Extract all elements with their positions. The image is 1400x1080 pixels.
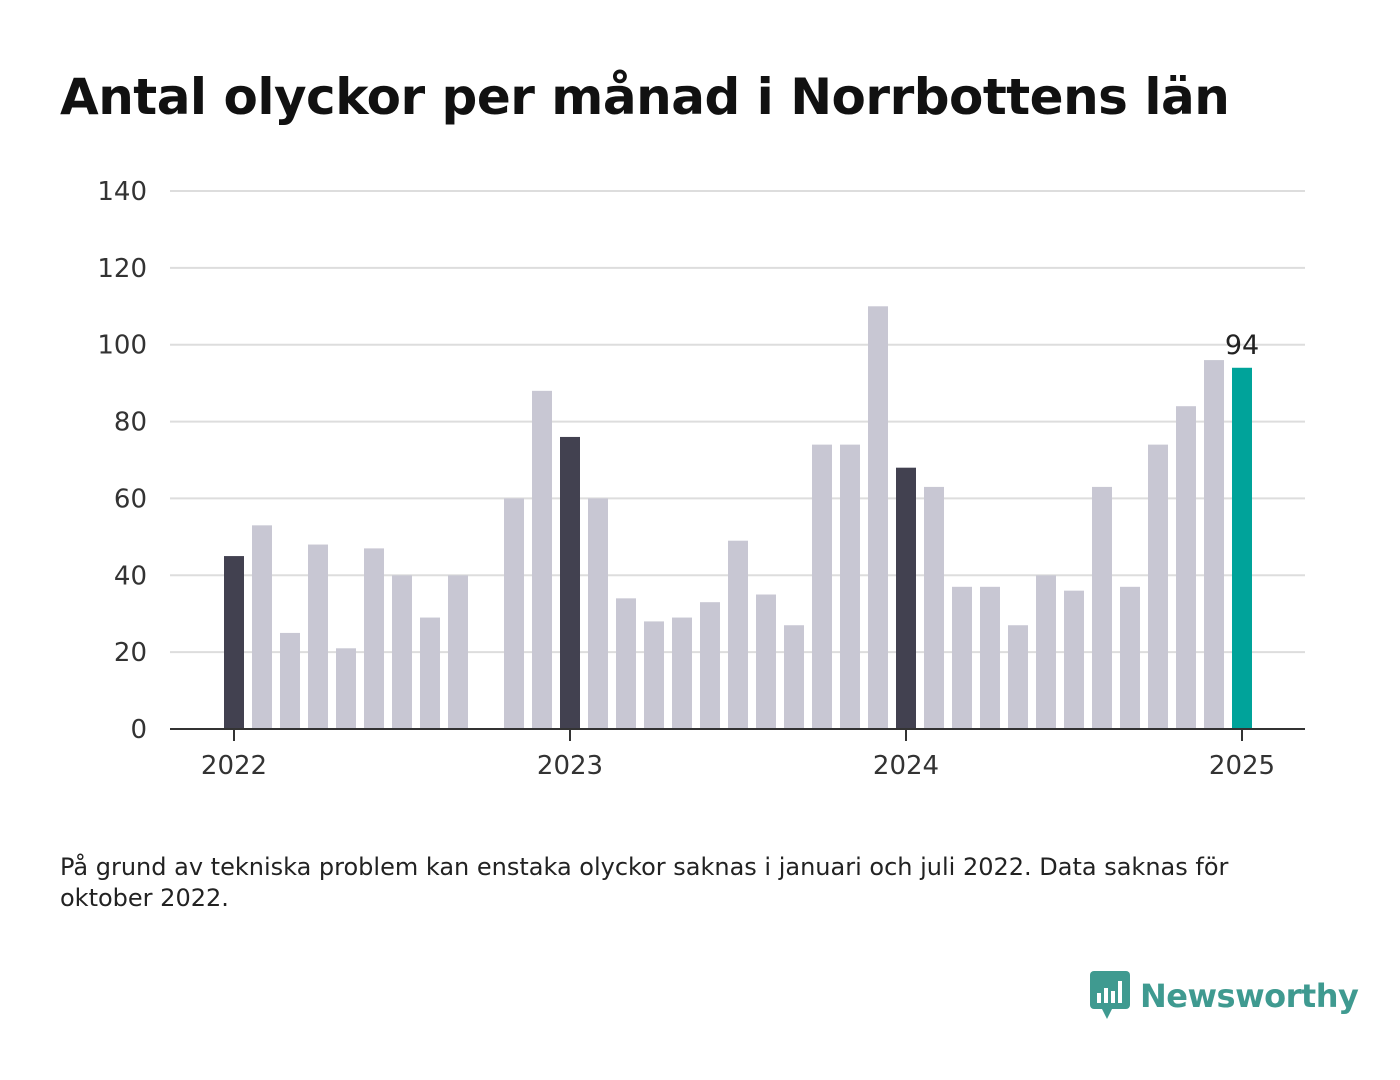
bar-2023-08 [756,594,776,729]
bar-2023-02 [588,498,608,729]
bar-2025-01 [1232,367,1252,729]
bar-2024-12 [1204,360,1224,729]
x-axis: 2022 2023 2024 2025 [170,728,1305,781]
bar-2024-06 [1036,575,1056,729]
bar-2022-12 [532,390,552,729]
bar-2024-10 [1148,444,1168,729]
bar-2022-03 [280,632,300,729]
bar-2022-08 [420,617,440,729]
bar-2024-02 [924,486,944,729]
bar-2022-04 [308,544,328,729]
bars [224,306,1252,729]
bar-2022-05 [336,648,356,729]
bar-2022-11 [504,498,524,729]
brand-logo: Newsworthy [1090,970,1359,1022]
bar-2024-11 [1176,406,1196,729]
x-tick-label: 2024 [873,751,939,781]
bar-2024-03 [952,586,972,729]
bar-2023-11 [840,444,860,729]
bar-2022-07 [392,575,412,729]
footnote: På grund av tekniska problem kan enstaka… [60,853,1229,912]
labels: 94 [1225,330,1259,361]
y-tick-label: 120 [97,254,147,284]
y-tick-label: 140 [97,177,147,207]
bar-2022-01 [224,556,244,729]
highlight-value-label: 94 [1225,330,1259,361]
y-tick-label: 40 [114,561,147,591]
bar-2024-08 [1092,486,1112,729]
bar-2023-09 [784,625,804,729]
bar-2024-04 [980,586,1000,729]
bar-chart: 0 20 40 60 80 100 120 140 2022 2023 2024 2025 94 [97,177,1305,781]
bar-2023-05 [672,617,692,729]
bar-2023-01 [560,436,580,729]
bar-2023-03 [616,598,636,729]
bar-2023-10 [812,444,832,729]
bar-2024-01 [896,467,916,729]
bar-2024-09 [1120,586,1140,729]
x-tick-label: 2023 [537,751,603,781]
bar-2022-02 [252,525,272,729]
x-tick-label: 2025 [1209,751,1275,781]
y-tick-label: 80 [114,408,147,438]
bar-2022-09 [448,575,468,729]
brand-name: Newsworthy [1140,977,1359,1015]
x-tick-label: 2022 [201,751,267,781]
y-tick-label: 100 [97,331,147,361]
chart-title: Antal olyckor per månad i Norrbottens lä… [60,68,1230,126]
bar-2024-05 [1008,625,1028,729]
bar-2022-06 [364,548,384,729]
bar-2023-07 [728,540,748,729]
y-tick-label: 60 [114,484,147,514]
bar-2023-12 [868,306,888,729]
y-tick-label: 0 [130,715,147,745]
bar-2024-07 [1064,590,1084,729]
newsworthy-logo-icon [1090,971,1130,1019]
bar-2023-04 [644,621,664,729]
y-tick-label: 20 [114,638,147,668]
bar-2023-06 [700,602,720,729]
